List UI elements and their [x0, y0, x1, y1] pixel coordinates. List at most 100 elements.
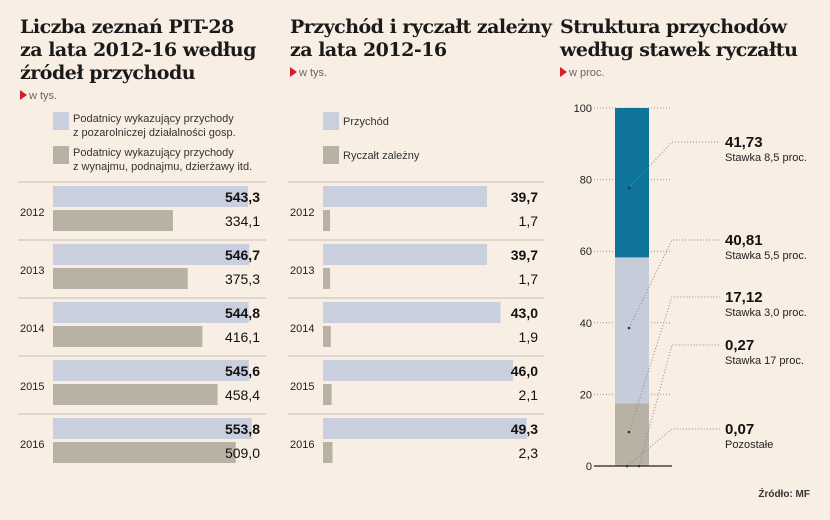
- value-label: 2,3: [519, 445, 539, 461]
- y-tick-label: 80: [580, 175, 592, 187]
- legend-line: z pozarolniczej działalności gosp.: [73, 127, 236, 139]
- year-label: 2015: [290, 381, 314, 393]
- value-label: 545,6: [225, 363, 260, 379]
- year-label: 2015: [20, 381, 44, 393]
- y-tick-label: 20: [580, 389, 592, 401]
- value-label: 543,3: [225, 189, 260, 205]
- year-label: 2014: [20, 323, 44, 335]
- leader-line: [626, 428, 720, 467]
- bar-secondary: [53, 210, 173, 231]
- chart3-unit: w proc.: [560, 67, 604, 79]
- value-label: 546,7: [225, 247, 260, 263]
- year-label: 2016: [290, 439, 314, 451]
- segment-value: 40,81: [725, 232, 763, 249]
- bar-primary: [53, 418, 252, 439]
- value-label: 458,4: [225, 387, 260, 403]
- value-label: 43,0: [511, 305, 538, 321]
- y-tick-label: 40: [580, 318, 592, 330]
- title-line: Liczba zeznań PIT-28: [20, 16, 234, 38]
- bar-secondary: [323, 268, 331, 289]
- value-label: 509,0: [225, 445, 260, 461]
- bar-primary: [323, 186, 487, 207]
- legend-swatch-primary: [323, 112, 339, 130]
- leader-line: [628, 296, 720, 433]
- legend-item-ryczalt: Ryczałt zależny: [343, 150, 420, 162]
- value-label: 416,1: [225, 329, 260, 345]
- segment-name: Stawka 8,5 proc.: [725, 152, 807, 164]
- value-label: 39,7: [511, 189, 538, 205]
- value-label: 2,1: [519, 387, 539, 403]
- value-label: 1,9: [519, 329, 539, 345]
- leader-dot: [627, 326, 631, 330]
- leader-dot: [627, 430, 631, 434]
- bar-secondary: [323, 384, 332, 405]
- segment-value: 41,73: [725, 134, 763, 151]
- segment-name: Stawka 3,0 proc.: [725, 307, 807, 319]
- legend-swatch-secondary: [53, 146, 69, 164]
- bar-secondary: [323, 442, 333, 463]
- chart2-unit: w tys.: [290, 67, 327, 79]
- value-label: 544,8: [225, 305, 260, 321]
- legend-line: Podatnicy wykazujący przychody: [73, 147, 234, 159]
- bar-secondary: [53, 442, 236, 463]
- value-label: 1,7: [519, 213, 539, 229]
- bar-secondary: [323, 210, 331, 231]
- legend-line: Podatnicy wykazujący przychody: [73, 113, 234, 125]
- y-tick-label: 0: [586, 461, 592, 473]
- leader-dot: [637, 464, 641, 468]
- segment-value: 0,07: [725, 421, 754, 438]
- legend-item-primary: Podatnicy wykazujący przychody z pozarol…: [73, 112, 236, 140]
- segment-name: Stawka 5,5 proc.: [725, 250, 807, 262]
- year-label: 2012: [20, 207, 44, 219]
- bar-primary: [323, 244, 487, 265]
- value-label: 553,8: [225, 421, 260, 437]
- legend-item-secondary: Podatnicy wykazujący przychody z wynajmu…: [73, 146, 252, 174]
- stacked-segment: [615, 464, 649, 466]
- year-label: 2012: [290, 207, 314, 219]
- bar-primary: [53, 360, 249, 381]
- legend-item-przychod: Przychód: [343, 116, 389, 128]
- value-label: 375,3: [225, 271, 260, 287]
- value-label: 46,0: [511, 363, 538, 379]
- title-line: według stawek ryczałtu: [560, 39, 798, 61]
- segment-name: Pozostałe: [725, 439, 773, 451]
- title-line: za lata 2012-16: [290, 39, 447, 61]
- y-tick-label: 100: [574, 103, 592, 115]
- chart2-title: Przychód i ryczałt zależny za lata 2012-…: [290, 16, 552, 62]
- legend-swatch-primary: [53, 112, 69, 130]
- value-label: 334,1: [225, 213, 260, 229]
- year-label: 2013: [20, 265, 44, 277]
- value-label: 49,3: [511, 421, 538, 437]
- bar-primary: [323, 360, 513, 381]
- source-note: Źródło: MF: [758, 489, 810, 500]
- value-label: 39,7: [511, 247, 538, 263]
- chart1-title: Liczba zeznań PIT-28 za lata 2012-16 wed…: [20, 16, 256, 85]
- y-tick-label: 60: [580, 246, 592, 258]
- leader-line: [628, 239, 720, 329]
- bar-secondary: [53, 384, 218, 405]
- title-line: Struktura przychodów: [560, 16, 787, 38]
- segment-name: Stawka 17 proc.: [725, 355, 804, 367]
- legend-line: z wynajmu, podnajmu, dzierżawy itd.: [73, 161, 253, 173]
- title-line: Przychód i ryczałt zależny: [290, 16, 552, 38]
- leader-dot: [625, 464, 629, 468]
- bar-primary: [323, 418, 527, 439]
- bar-secondary: [53, 326, 203, 347]
- bar-primary: [323, 302, 501, 323]
- value-label: 1,7: [519, 271, 539, 287]
- year-label: 2013: [290, 265, 314, 277]
- title-line: za lata 2012-16 według: [20, 39, 256, 61]
- chart1-unit: w tys.: [20, 90, 57, 102]
- segment-value: 0,27: [725, 337, 754, 354]
- bar-secondary: [323, 326, 331, 347]
- stacked-segment: [615, 257, 649, 404]
- legend-swatch-secondary: [323, 146, 339, 164]
- title-line: źródeł przychodu: [20, 62, 196, 84]
- chart3-title: Struktura przychodów według stawek rycza…: [560, 16, 798, 62]
- leader-dot: [627, 186, 631, 190]
- stacked-segment: [615, 403, 649, 465]
- bar-primary: [53, 244, 250, 265]
- bar-secondary: [53, 268, 188, 289]
